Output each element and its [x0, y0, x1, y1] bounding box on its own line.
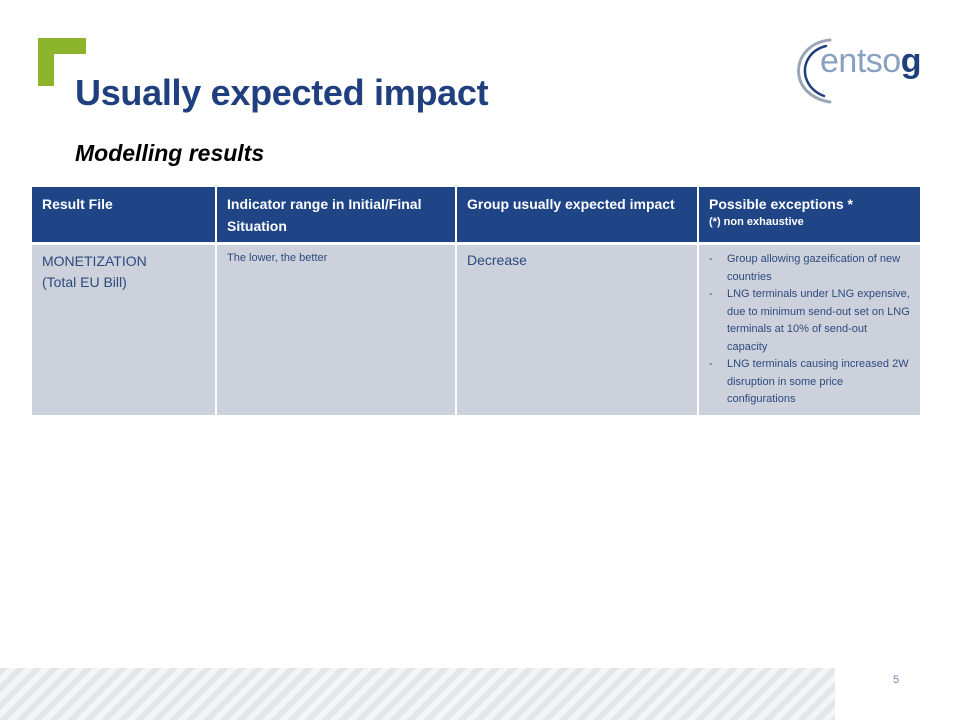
header-indicator-range: Indicator range in Initial/Final Situati… [216, 187, 457, 244]
results-table: Result File Indicator range in Initial/F… [32, 187, 920, 415]
corner-bracket-vertical [38, 38, 54, 86]
exceptions-list: Group allowing gazeification of new coun… [709, 251, 910, 409]
logo-wordmark: entsog [820, 42, 921, 80]
header-exceptions-note: (*) non exhaustive [709, 216, 804, 228]
cell-expected-impact: Decrease [456, 242, 699, 415]
page-number: 5 [893, 674, 900, 686]
cell-result-file: MONETIZATION (Total EU Bill) [32, 242, 217, 415]
header-possible-exceptions: Possible exceptions * (*) non exhaustive [698, 187, 920, 244]
list-item: Group allowing gazeification of new coun… [709, 251, 910, 286]
list-item: LNG terminals under LNG expensive, due t… [709, 286, 910, 356]
table-header-row: Result File Indicator range in Initial/F… [32, 187, 920, 244]
logo-swoosh-icon [797, 38, 832, 104]
header-expected-impact: Group usually expected impact [456, 187, 699, 244]
entsog-logo: entsog [790, 34, 921, 106]
corner-bracket-decoration [38, 38, 86, 86]
header-result-file: Result File [32, 187, 217, 244]
cell-indicator-range: The lower, the better [216, 242, 457, 415]
slide-title: Usually expected impact [75, 72, 489, 113]
cell-possible-exceptions: Group allowing gazeification of new coun… [698, 242, 920, 415]
slide-subtitle: Modelling results [75, 140, 265, 166]
table-row: MONETIZATION (Total EU Bill) The lower, … [32, 242, 920, 415]
footer-hatched-band [0, 668, 835, 720]
list-item: LNG terminals causing increased 2W disru… [709, 356, 910, 409]
